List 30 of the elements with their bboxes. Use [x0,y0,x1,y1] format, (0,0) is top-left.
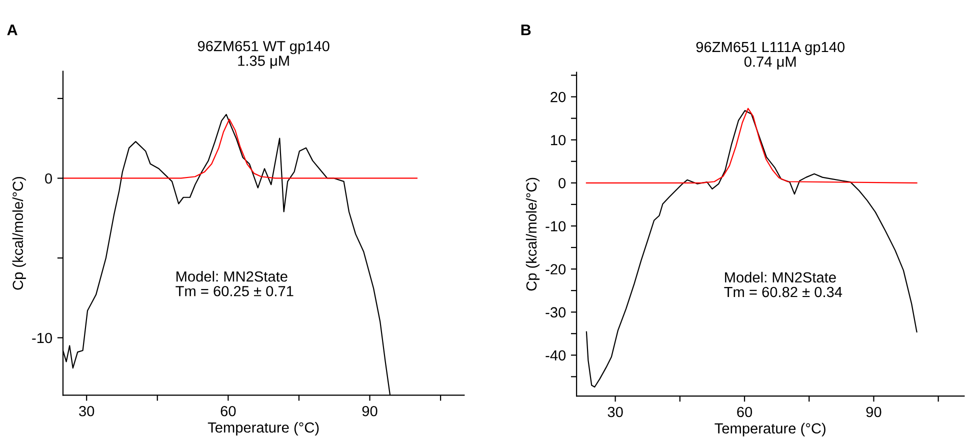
y-tick-label: -10 [32,332,52,344]
x-axis-title: Temperature (°C) [714,422,826,436]
y-tick-label: 0 [45,173,52,184]
y-tick-label: 10 [551,134,566,146]
x-tick-label: 60 [220,406,236,416]
chart-subtitle: 0.74 μM [744,56,796,70]
line-series [586,108,918,184]
annotation: Model: MN2State Tm = 60.82 ± 0.34 [724,272,842,298]
annotation: Model: MN2State Tm = 60.25 ± 0.71 [176,270,294,296]
y-tick-label: -20 [546,264,566,274]
x-axis-title: Temperature (°C) [208,422,319,436]
line-series [586,110,918,388]
text: A [7,24,18,36]
y-axis-title: Cp (kcal/mole/°C) [526,178,540,291]
x-tick-label: 30 [608,406,623,418]
y-tick-label: 0 [558,178,566,188]
chart-title: 96ZM651 WT gp140 [198,40,330,54]
chart-title: 96ZM651 L111A gp140 [696,42,845,56]
chart-subtitle: 1.35 μM [238,56,289,69]
y-tick-label: -40 [546,350,566,361]
y-tick-label: 20 [550,92,566,102]
line-series [62,118,418,179]
x-tick-label: 90 [866,406,882,418]
x-tick-label: 30 [79,406,94,416]
text: B [521,24,531,36]
x-tick-label: 90 [362,406,378,416]
y-tick-label: -10 [546,221,566,232]
y-axis-title: Cp (kcal/mole/°C) [12,176,26,290]
y-tick-label: -30 [546,307,566,318]
x-tick-label: 60 [737,406,752,418]
